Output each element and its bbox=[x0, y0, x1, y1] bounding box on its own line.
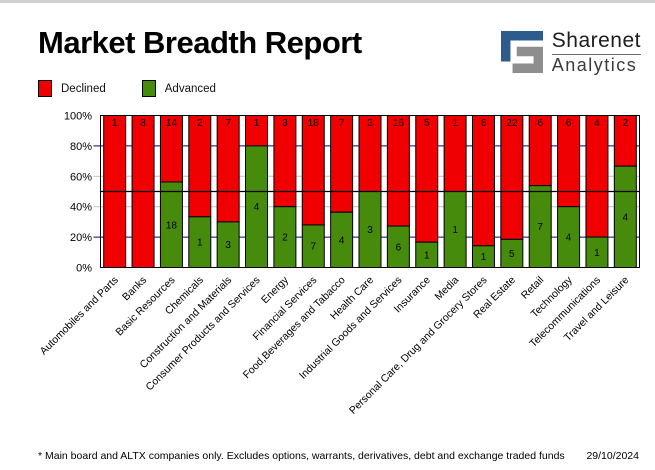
bar-value-label: 14 bbox=[166, 118, 178, 129]
x-axis-label: Automobiles and Parts bbox=[38, 274, 121, 357]
y-axis-label: 0% bbox=[76, 263, 92, 275]
bar-value-label: 6 bbox=[566, 118, 572, 129]
bar-value-label: 6 bbox=[537, 118, 543, 129]
y-axis-label: 80% bbox=[70, 141, 92, 153]
bar-declined-14 bbox=[500, 115, 524, 240]
breadth-chart: 0% 20% 40% 60% 80% 100% 1 Automobiles and Parts… bbox=[0, 103, 655, 448]
bar-value-label: 18 bbox=[308, 118, 320, 129]
page-title: Market Breadth Report bbox=[38, 25, 362, 60]
bar-value-label: 18 bbox=[166, 220, 178, 231]
bar-value-label: 7 bbox=[225, 118, 231, 129]
bar-value-label: 3 bbox=[367, 118, 373, 129]
legend-item-declined: Declined bbox=[38, 80, 106, 97]
bar-value-label: 1 bbox=[594, 248, 600, 259]
bar-declined-4 bbox=[216, 115, 240, 223]
bar-value-label: 6 bbox=[481, 118, 487, 129]
bar-value-label: 16 bbox=[393, 118, 405, 129]
y-axis-label: 40% bbox=[70, 202, 92, 214]
bar-value-label: 4 bbox=[254, 202, 260, 213]
bar-value-label: 1 bbox=[452, 225, 458, 236]
y-axis-label: 20% bbox=[70, 232, 92, 244]
bar-value-label: 1 bbox=[424, 250, 430, 261]
bar-value-label: 2 bbox=[282, 233, 288, 244]
logo-brand: Sharenet bbox=[551, 29, 641, 52]
bar-value-label: 1 bbox=[112, 118, 118, 129]
logo-divider bbox=[551, 54, 641, 56]
sharenet-logo-text: Sharenet Analytics bbox=[551, 29, 641, 76]
bar-declined-7 bbox=[301, 115, 325, 226]
bar-value-label: 4 bbox=[594, 118, 600, 129]
bar-value-label: 4 bbox=[566, 233, 572, 244]
y-axis-label: 100% bbox=[64, 111, 92, 123]
legend-label-advanced: Advanced bbox=[164, 82, 216, 95]
bar-value-label: 8 bbox=[140, 118, 146, 129]
stacked-bar-chart-svg: 0% 20% 40% 60% 80% 100% 1 Automobiles and Parts… bbox=[38, 111, 640, 417]
bar-value-label: 7 bbox=[537, 222, 543, 233]
bar-declined-3 bbox=[188, 115, 212, 218]
legend-label-declined: Declined bbox=[61, 82, 106, 95]
bar-declined-13 bbox=[471, 115, 495, 247]
bar-value-label: 6 bbox=[396, 242, 402, 253]
bar-declined-17 bbox=[585, 115, 609, 238]
sharenet-logo: Sharenet Analytics bbox=[500, 29, 641, 76]
bar-value-label: 22 bbox=[506, 118, 518, 129]
chart-legend: Declined Advanced bbox=[38, 80, 216, 97]
bar-value-label: 7 bbox=[310, 242, 316, 253]
bar-value-label: 3 bbox=[367, 225, 373, 236]
bar-value-label: 3 bbox=[282, 118, 288, 129]
bar-declined-10 bbox=[386, 115, 410, 227]
bar-value-label: 1 bbox=[197, 238, 203, 249]
legend-item-advanced: Advanced bbox=[141, 80, 216, 97]
footer: * Main board and ALTX companies only. Ex… bbox=[0, 450, 655, 462]
bar-value-label: 2 bbox=[623, 118, 629, 129]
bar-value-label: 1 bbox=[452, 118, 458, 129]
bar-declined-6 bbox=[273, 115, 297, 208]
bar-value-label: 5 bbox=[509, 249, 515, 260]
footnote: * Main board and ALTX companies only. Ex… bbox=[38, 450, 565, 462]
y-axis-label: 60% bbox=[70, 171, 92, 183]
bar-value-label: 2 bbox=[197, 118, 203, 129]
bar-value-label: 5 bbox=[424, 118, 430, 129]
bar-declined-11 bbox=[415, 115, 439, 243]
declined-swatch-icon bbox=[38, 80, 52, 97]
bar-value-label: 4 bbox=[623, 212, 629, 223]
bar-value-label: 1 bbox=[481, 252, 487, 263]
bar-value-label: 4 bbox=[339, 235, 345, 246]
report-date: 29/10/2024 bbox=[586, 450, 639, 462]
advanced-swatch-icon bbox=[141, 80, 156, 97]
bar-declined-16 bbox=[557, 115, 581, 208]
bar-value-label: 1 bbox=[254, 118, 260, 129]
bar-declined-8 bbox=[330, 115, 354, 213]
logo-sub: Analytics bbox=[551, 55, 638, 76]
bar-value-label: 7 bbox=[339, 118, 345, 129]
sharenet-logo-icon bbox=[500, 31, 543, 74]
bar-value-label: 3 bbox=[225, 240, 231, 251]
